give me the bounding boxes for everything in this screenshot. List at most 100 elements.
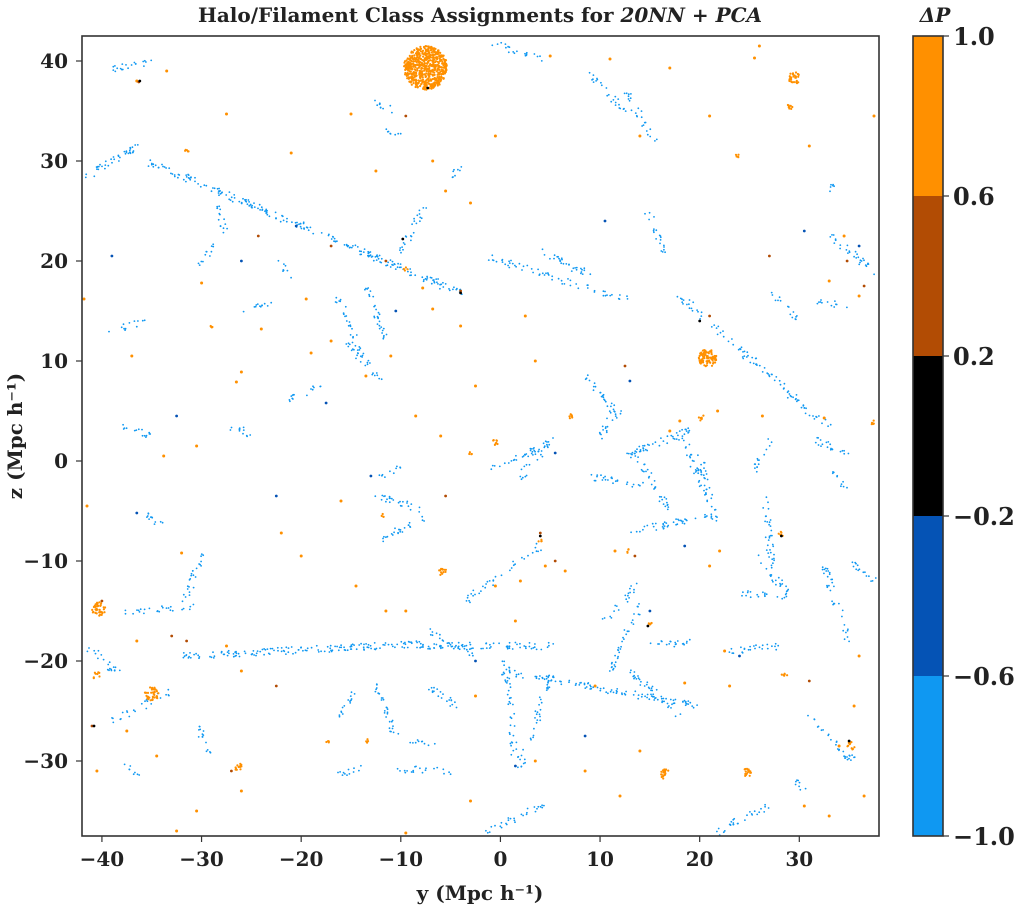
halo-point	[540, 540, 543, 543]
halo-point	[403, 61, 406, 64]
filament-point	[402, 248, 404, 251]
filament-point	[451, 645, 454, 648]
filament-point	[830, 304, 833, 307]
filament-point	[857, 256, 860, 259]
filament-point	[423, 520, 425, 522]
filament-point	[654, 441, 657, 444]
halo-point	[712, 357, 715, 360]
filament-point	[218, 205, 221, 208]
filament-point	[540, 701, 543, 704]
filament-point	[406, 770, 408, 772]
halo-point	[439, 55, 442, 58]
filament-point	[669, 640, 672, 643]
filament-point	[400, 251, 402, 254]
filament-point	[676, 640, 679, 642]
filament-point	[777, 299, 779, 302]
halo-point	[744, 770, 747, 773]
filament-point	[128, 322, 131, 324]
filament-point	[455, 706, 458, 709]
halo-point	[436, 84, 439, 87]
filament-point	[856, 253, 858, 256]
halo-point	[97, 604, 100, 608]
filament-point	[853, 255, 855, 258]
filament-point	[741, 594, 743, 597]
filament-point	[653, 228, 655, 231]
filament-point	[512, 749, 515, 752]
halo-point	[716, 409, 720, 413]
filament-point	[700, 463, 702, 466]
filament-point	[744, 819, 746, 821]
filament-point	[290, 276, 292, 279]
filament-point	[613, 410, 616, 413]
filament-point	[228, 191, 231, 194]
halo-point	[419, 84, 422, 88]
filament-point	[826, 584, 828, 587]
halo-point	[225, 112, 228, 116]
filament-point	[508, 731, 511, 734]
filament-point	[547, 641, 550, 644]
halo-point	[746, 771, 750, 774]
filament-point	[347, 244, 350, 247]
filament-point	[717, 325, 720, 328]
filament-point	[820, 729, 823, 732]
dark-blue-point	[553, 451, 557, 455]
filament-point	[161, 606, 164, 609]
filament-point	[535, 713, 538, 716]
filament-point	[289, 400, 291, 403]
filament-point	[596, 77, 598, 80]
x-tick-label: −10	[379, 847, 424, 871]
filament-point	[619, 294, 621, 296]
filament-point	[422, 280, 425, 283]
halo-point	[627, 548, 630, 551]
filament-point	[222, 227, 225, 230]
halo-point	[429, 85, 432, 88]
filament-point	[97, 657, 99, 660]
halo-point	[703, 354, 706, 358]
halo-point	[850, 741, 853, 744]
filament-point	[706, 478, 709, 481]
filament-point	[681, 301, 684, 304]
filament-point	[682, 701, 684, 703]
dark-orange-point	[256, 234, 260, 238]
filament-point	[515, 741, 518, 744]
filament-point	[509, 683, 511, 685]
filament-point	[403, 646, 406, 649]
filament-point	[626, 295, 628, 298]
filament-point	[760, 562, 762, 564]
filament-point	[506, 682, 508, 684]
filament-point	[203, 184, 206, 187]
filament-point	[627, 594, 629, 597]
halo-point	[102, 608, 105, 611]
filament-point	[436, 766, 439, 769]
filament-point	[653, 231, 655, 234]
filament-point	[369, 362, 371, 364]
halo-point	[423, 73, 426, 76]
filament-point	[351, 341, 354, 344]
filament-point	[617, 609, 620, 611]
halo-point	[493, 134, 497, 138]
filament-point	[717, 827, 720, 830]
filament-point	[854, 561, 857, 564]
filament-point	[771, 543, 774, 546]
filament-point	[381, 473, 384, 476]
filament-point	[419, 220, 421, 223]
filament-point	[836, 475, 838, 478]
filament-point	[616, 657, 619, 660]
filament-point	[600, 474, 602, 477]
filament-point	[264, 648, 267, 651]
filament-point	[688, 638, 691, 641]
filament-point	[463, 647, 466, 650]
filament-point	[472, 589, 475, 592]
filament-point	[310, 646, 313, 649]
filament-point	[392, 731, 395, 734]
filament-point	[512, 734, 515, 737]
dark-blue-point	[802, 229, 806, 233]
halo-point	[780, 531, 783, 534]
filament-point	[756, 593, 759, 596]
filament-point	[697, 454, 699, 457]
filament-point	[359, 347, 362, 350]
filament-point	[532, 647, 535, 649]
halo-point	[92, 610, 95, 614]
filament-point	[574, 684, 577, 686]
filament-point	[613, 664, 616, 666]
